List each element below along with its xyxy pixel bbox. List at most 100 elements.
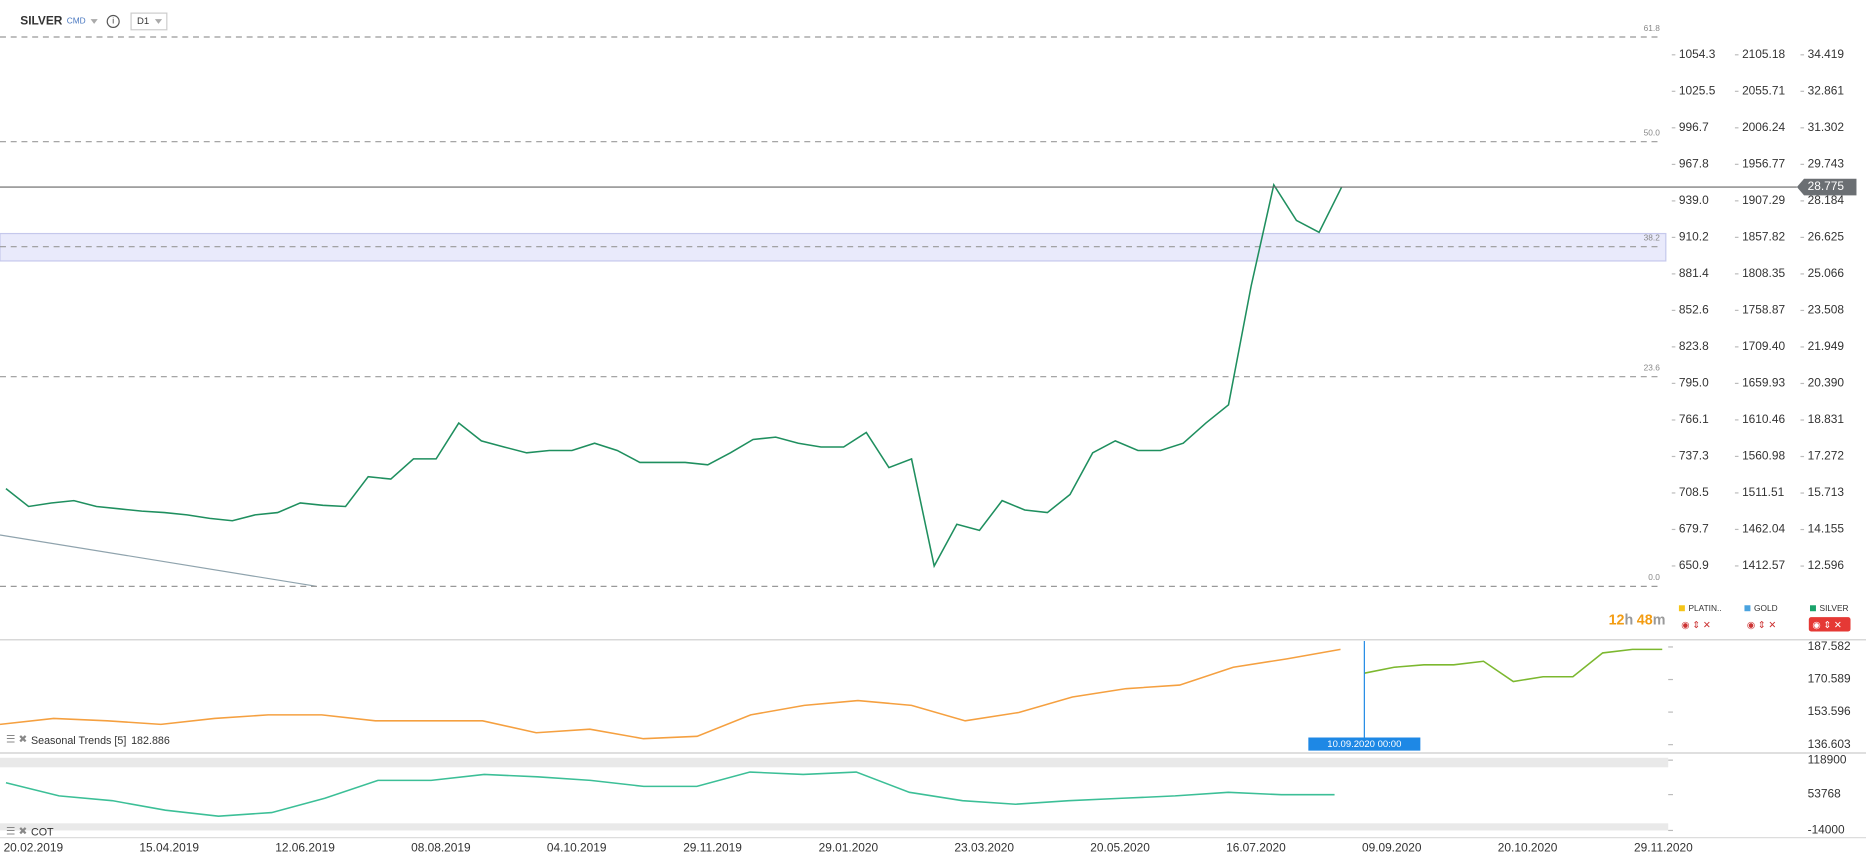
y-tick-label: 1560.98 <box>1742 449 1785 463</box>
price-line <box>5 182 1343 569</box>
y-tick-label: 2006.24 <box>1742 120 1785 134</box>
y-tick-label: 26.625 <box>1808 230 1845 244</box>
legend-swatch <box>1678 605 1685 612</box>
fib-label: 23.6 <box>1644 363 1661 373</box>
legend-controls[interactable]: ◉ ⇕ ✕ <box>1747 620 1777 631</box>
y-tick-label: 1054.3 <box>1679 47 1716 61</box>
y-tick-label: 1610.46 <box>1742 412 1785 426</box>
y-tick-label: 1412.57 <box>1742 558 1785 572</box>
panel-band <box>0 757 1669 768</box>
interval-box[interactable] <box>130 12 168 31</box>
legend-swatch <box>1744 605 1751 612</box>
y-tick-label: 679.7 <box>1679 522 1709 536</box>
countdown-unit: h <box>1625 613 1634 629</box>
y-tick-label: 1659.93 <box>1742 376 1785 390</box>
y-tick-label: 34.419 <box>1808 47 1845 61</box>
cursor-label-box <box>1308 737 1421 751</box>
y-tick-label: 21.949 <box>1808 339 1845 353</box>
fib-label: 0.0 <box>1648 572 1660 582</box>
y-tick-label: 795.0 <box>1679 376 1709 390</box>
legend-active <box>1808 617 1851 632</box>
price-line <box>0 648 1341 740</box>
market: CMD <box>67 16 86 26</box>
legend-controls[interactable]: ◉ ⇕ ✕ <box>1812 620 1842 631</box>
x-tick-label: 29.11.2019 <box>683 840 742 854</box>
y-tick-label: 118900 <box>1808 752 1847 766</box>
y-tick-label: 31.302 <box>1808 120 1845 134</box>
y-tick-label: 766.1 <box>1679 412 1709 426</box>
y-tick-label: 2105.18 <box>1742 47 1785 61</box>
fib-label: 50.0 <box>1644 128 1661 138</box>
x-tick-label: 08.08.2019 <box>411 840 471 854</box>
interval-arrow <box>154 19 163 24</box>
y-tick-label: 1907.29 <box>1742 193 1785 207</box>
y-tick-label: 852.6 <box>1679 303 1709 317</box>
y-tick-label: 1511.51 <box>1742 485 1785 499</box>
legend-label[interactable]: SILVER <box>1820 603 1849 613</box>
panel-icons[interactable]: ☰ ✖ <box>6 825 28 837</box>
countdown-hours: 12 <box>1609 613 1625 629</box>
legend-controls[interactable]: ◉ ⇕ ✕ <box>1681 620 1711 631</box>
y-tick-label: 32.861 <box>1808 83 1845 97</box>
y-tick-label: 881.4 <box>1679 266 1709 280</box>
y-tick-label: 2055.71 <box>1742 83 1785 97</box>
y-tick-label: 650.9 <box>1679 558 1709 572</box>
panel-band <box>0 823 1669 831</box>
countdown-minutes: 48 <box>1637 613 1653 629</box>
last-price-tag <box>1796 178 1857 196</box>
x-tick-label: 12.06.2019 <box>275 840 335 854</box>
countdown-unit: m <box>1653 613 1666 629</box>
y-tick-label: 153.596 <box>1808 704 1851 718</box>
info-icon[interactable] <box>106 14 120 28</box>
y-tick-label: 1462.04 <box>1742 522 1785 536</box>
x-tick-label: 15.04.2019 <box>139 840 199 854</box>
y-tick-label: 28.184 <box>1808 193 1845 207</box>
x-tick-label: 20.05.2020 <box>1090 840 1150 854</box>
x-tick-label: 29.11.2020 <box>1634 840 1693 854</box>
y-tick-label: 170.589 <box>1808 672 1851 686</box>
panel-icons[interactable]: ☰ ✖ <box>6 734 28 746</box>
legend-swatch <box>1809 605 1816 612</box>
y-tick-label: 12.596 <box>1808 558 1845 572</box>
y-tick-label: 1808.35 <box>1742 266 1785 280</box>
y-tick-label: 910.2 <box>1679 230 1709 244</box>
countdown: 12h 48m <box>1609 613 1666 629</box>
y-tick-label: 187.582 <box>1808 639 1851 653</box>
price-line <box>1364 648 1663 683</box>
seasonal-last: 182.886 <box>131 735 170 747</box>
legend-label[interactable]: GOLD <box>1754 603 1778 613</box>
y-tick-label: 1956.77 <box>1742 156 1785 170</box>
x-tick-label: 20.02.2019 <box>4 840 64 854</box>
legend-label[interactable]: PLATIN.. <box>1688 603 1721 613</box>
price-line <box>5 771 1335 817</box>
trendline <box>0 534 316 587</box>
seasonal-title: Seasonal Trends [5] <box>31 735 126 747</box>
seasonal-caption: Seasonal Trends [5] 182.886 <box>31 735 170 747</box>
y-tick-label: 25.066 <box>1808 266 1845 280</box>
fib-label: 38.2 <box>1644 233 1661 243</box>
y-tick-label: 1025.5 <box>1679 83 1716 97</box>
y-tick-label: 18.831 <box>1808 412 1845 426</box>
x-tick-label: 16.07.2020 <box>1226 840 1286 854</box>
interval[interactable]: D1 <box>137 16 149 27</box>
cot-title: COT <box>31 827 54 839</box>
y-tick-label: 53768 <box>1808 787 1841 801</box>
y-tick-label: 996.7 <box>1679 120 1709 134</box>
y-tick-label: 17.272 <box>1808 449 1845 463</box>
y-tick-label: 23.508 <box>1808 303 1845 317</box>
x-tick-label: 23.03.2020 <box>954 840 1014 854</box>
y-tick-label: 29.743 <box>1808 156 1845 170</box>
dropdown-arrow[interactable] <box>90 19 98 24</box>
y-tick-label: 939.0 <box>1679 193 1709 207</box>
y-tick-label: 708.5 <box>1679 485 1709 499</box>
symbol[interactable]: SILVER <box>20 14 63 28</box>
y-tick-label: 823.8 <box>1679 339 1709 353</box>
last-price-label: 28.775 <box>1808 179 1845 193</box>
y-tick-label: 737.3 <box>1679 449 1709 463</box>
y-tick-label: 15.713 <box>1808 485 1845 499</box>
y-tick-label: 967.8 <box>1679 157 1709 171</box>
y-tick-label: -14000 <box>1808 823 1845 837</box>
y-tick-label: 136.603 <box>1808 737 1851 751</box>
